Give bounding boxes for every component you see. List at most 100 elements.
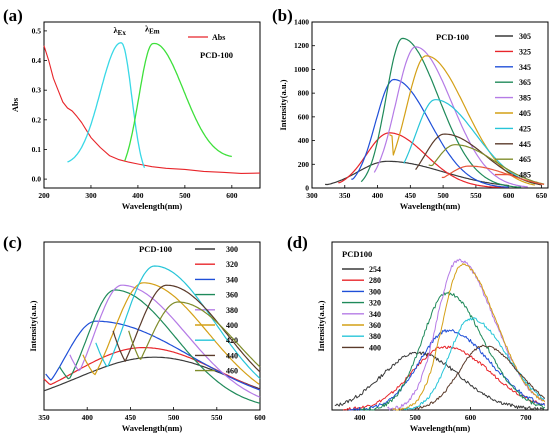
series-line-380	[69, 284, 261, 398]
x-tick-label: 350	[339, 191, 351, 200]
x-tick-label: 600	[503, 191, 515, 200]
lambda-subscript: Ex	[118, 29, 127, 37]
x-tick-label: 200	[38, 191, 50, 200]
y-tick-label: 0.5	[32, 26, 42, 35]
x-axis-label: Wavelength(nm)	[122, 423, 183, 433]
panel-letter: (d)	[287, 233, 308, 252]
x-axis-label: Wavelength(nm)	[410, 423, 471, 433]
legend-entry: 300	[369, 287, 381, 296]
x-tick-label: 400	[354, 413, 366, 422]
y-tick-label: 0	[305, 184, 309, 193]
legend-entry: Abs	[212, 33, 225, 42]
series-line-345	[351, 78, 509, 188]
y-tick-label: 1200	[294, 41, 309, 50]
panel-letter: (b)	[272, 6, 293, 25]
y-tick-label: 1000	[294, 65, 309, 74]
plot-frame	[311, 21, 549, 189]
x-tick-label: 500	[179, 191, 191, 200]
x-tick-label: 500	[168, 413, 180, 422]
legend-entry: 325	[519, 47, 531, 56]
series-line-280	[342, 345, 545, 411]
series-line-420	[95, 265, 261, 379]
legend-entry: 340	[369, 310, 381, 319]
x-tick-label: 650	[536, 191, 548, 200]
panel-b: 300 350 400 450 500 550 600 650 0 200 400 600 800 100…	[272, 6, 549, 211]
panel-letter: (a)	[3, 6, 23, 25]
x-tick-label: 600	[465, 413, 477, 422]
series-line-320	[359, 291, 546, 411]
series-line-465	[428, 144, 545, 185]
plot-frame	[331, 241, 549, 411]
y-tick-label: 200	[298, 160, 310, 169]
lambda-ex-label: λEx	[113, 25, 126, 37]
lambda-em-label: λEm	[145, 23, 160, 35]
x-tick-label: 350	[38, 413, 50, 422]
legend-entry: 465	[519, 155, 531, 164]
series-line-385	[373, 46, 528, 188]
lambda-subscript: Em	[149, 27, 160, 35]
x-tick-label: 400	[372, 191, 384, 200]
x-tick-label: 450	[125, 413, 137, 422]
legend-entry: 365	[519, 78, 531, 87]
series-line-485	[441, 165, 545, 185]
x-tick-label: 400	[132, 191, 144, 200]
legend-entry: 460	[226, 367, 238, 376]
y-axis-label: Intensity(a.u.)	[28, 300, 38, 351]
x-tick-label: 300	[306, 191, 318, 200]
x-tick-label: 450	[405, 191, 417, 200]
legend-entry: 320	[369, 299, 381, 308]
legend-entry: 300	[226, 245, 238, 254]
x-tick-label: 500	[437, 191, 449, 200]
x-tick-label: 500	[409, 413, 421, 422]
x-tick-label: 550	[211, 413, 223, 422]
legend-entry: 400	[226, 321, 238, 330]
legend-entry: 440	[226, 351, 238, 360]
series-line-360	[392, 263, 546, 411]
x-tick-label: 700	[520, 413, 532, 422]
series-line-405	[389, 55, 536, 186]
legend-entry: 320	[226, 260, 238, 269]
legend-entry: 305	[519, 32, 531, 41]
panel-c: 350 400 450 500 550 600 Wavelength(nm) Intensit…	[3, 233, 266, 433]
ex-series-line	[67, 42, 146, 168]
em-series-line	[124, 42, 232, 162]
y-tick-label: 1400	[294, 18, 309, 27]
legend-entry: 340	[226, 275, 238, 284]
series-line-325	[338, 132, 509, 188]
legend-entry: 360	[369, 321, 381, 330]
legend-entry: 254	[369, 265, 381, 274]
legend-title: PCD-100	[436, 32, 469, 42]
legend-entry: 345	[519, 63, 531, 72]
y-tick-label: 0.3	[32, 86, 42, 95]
series-line-340	[387, 258, 546, 411]
x-tick-label: 550	[470, 191, 482, 200]
series-line-425	[403, 99, 536, 185]
y-tick-label: 800	[298, 89, 310, 98]
legend-entry: 280	[369, 276, 381, 285]
series-line-400	[415, 344, 546, 410]
legend-entry: 385	[519, 94, 531, 103]
series-line-365	[360, 37, 522, 188]
panel-d: 400 500 600 700 Wavelength(nm) Intensity(a.u.…	[287, 233, 549, 433]
legend-entry: 400	[369, 343, 381, 352]
y-axis-label: Intensity(a.u.)	[316, 300, 326, 351]
y-axis-label: Intensity(a.u.)	[278, 79, 288, 130]
legend-entry: 380	[369, 332, 381, 341]
x-tick-label: 400	[82, 413, 94, 422]
y-tick-label: 0.0	[32, 175, 42, 184]
y-tick-label: 400	[298, 136, 310, 145]
x-tick-label: 600	[254, 413, 266, 422]
x-axis-label: Wavelength(nm)	[122, 201, 183, 211]
legend-entry: 405	[519, 109, 531, 118]
legend-entry: 360	[226, 291, 238, 300]
plot-frame	[43, 241, 261, 411]
legend-title: PCD100	[342, 249, 372, 259]
panel-a: 200 300 400 500 600 0.0 0.1 0.2 0.3 0.4 0.5 Wavelen…	[3, 6, 261, 211]
y-tick-label: 0.4	[32, 56, 42, 65]
sample-label: PCD-100	[200, 50, 233, 60]
series-line-254	[334, 351, 546, 411]
y-tick-label: 0.1	[32, 145, 42, 154]
legend-entry: 425	[519, 124, 531, 133]
series-line-440	[112, 284, 261, 373]
